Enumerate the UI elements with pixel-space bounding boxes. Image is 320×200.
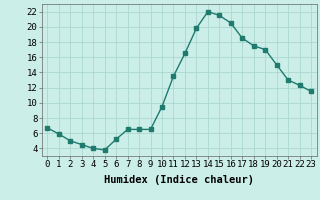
X-axis label: Humidex (Indice chaleur): Humidex (Indice chaleur) — [104, 175, 254, 185]
